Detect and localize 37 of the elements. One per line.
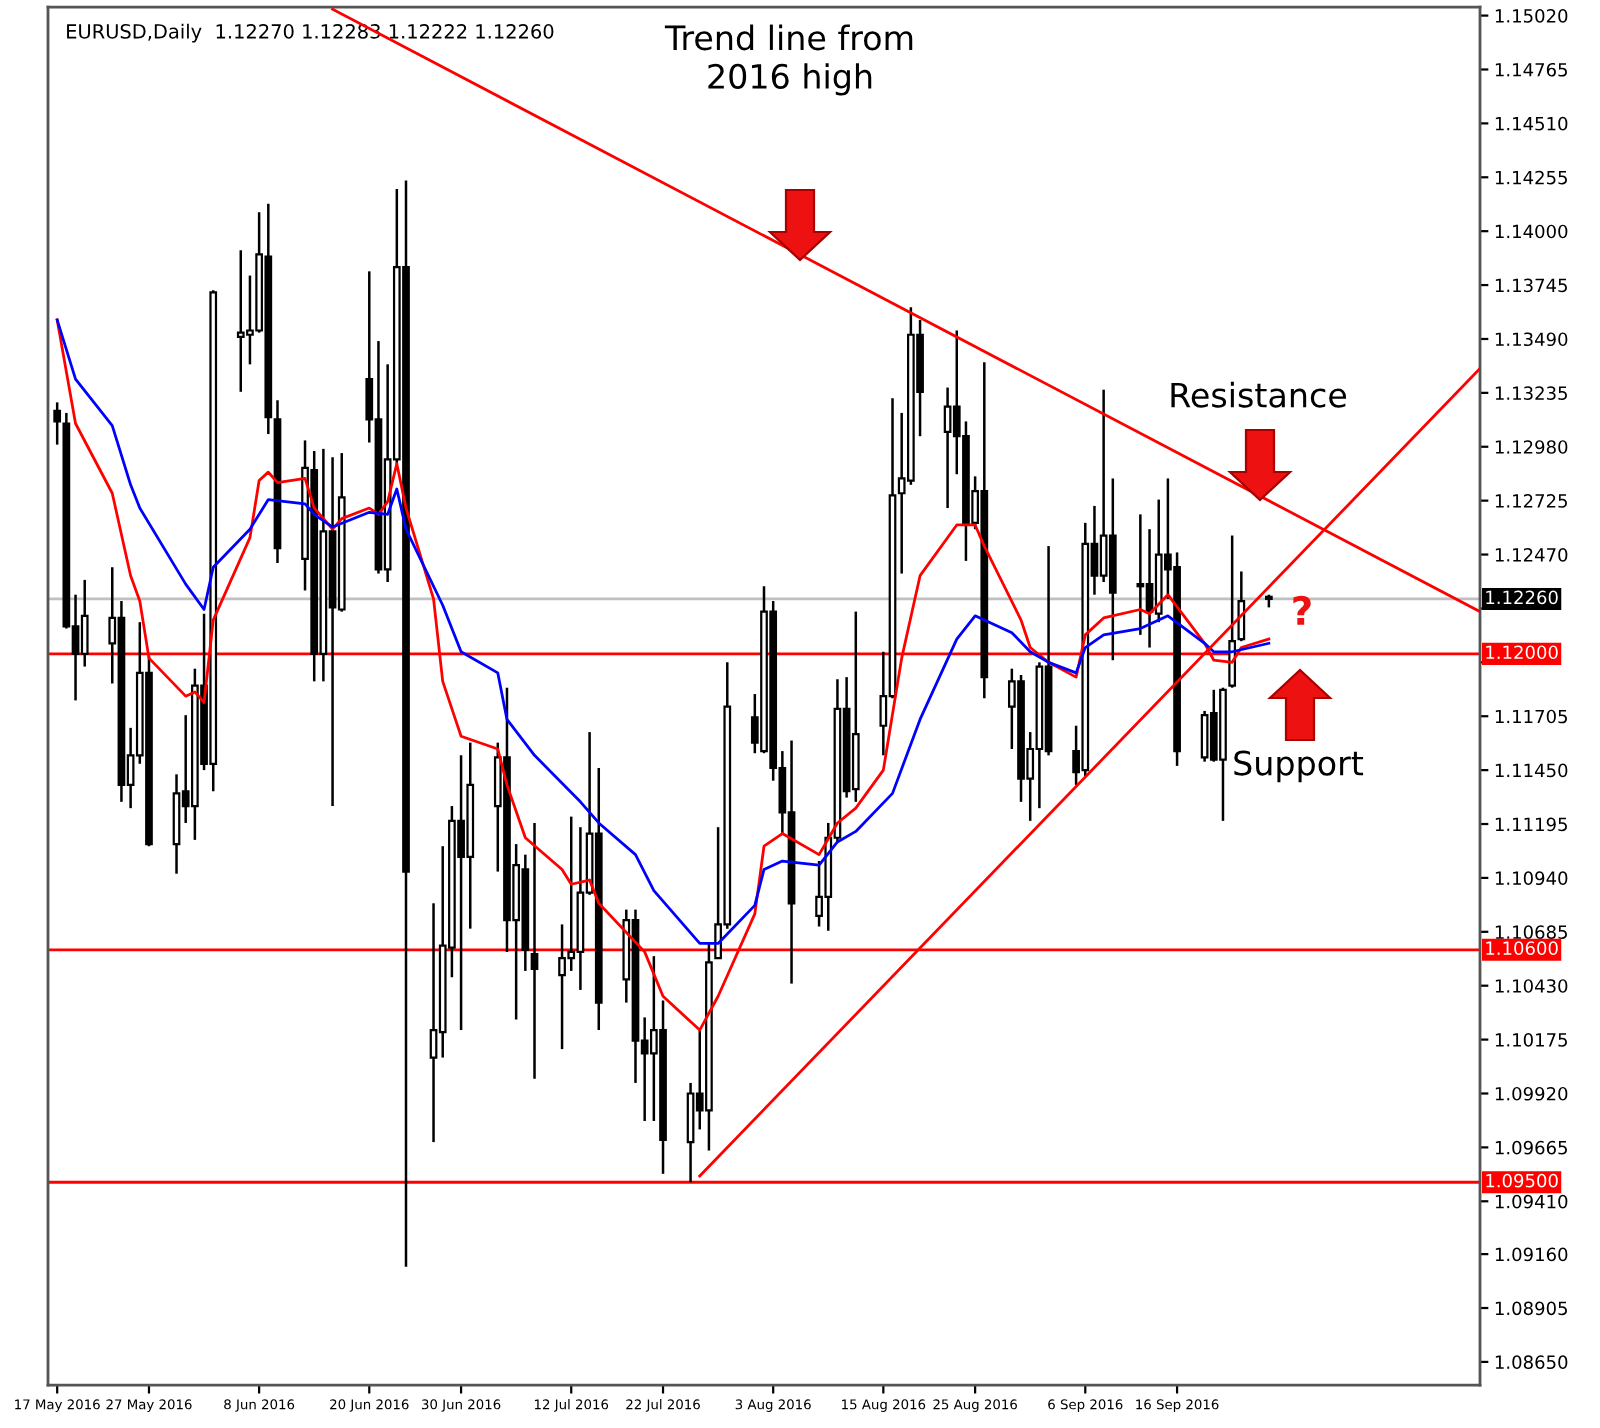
y-tick-label: 1.15020 [1495,9,1568,23]
y-tick-label: 1.11705 [1495,709,1567,724]
y-tick-label: 1.12725 [1495,494,1567,508]
candlestick [1136,513,1145,637]
y-tick-label: 1.09665 [1495,1140,1567,1155]
y-tick-label: 1.14510 [1495,116,1568,131]
annotation: Support [1234,750,1364,783]
y-tick-label: 1.09410 [1495,1194,1568,1209]
y-tick-label: 1.10175 [1495,1033,1567,1047]
candlestick [530,821,539,1080]
ref-line-label: 1.12260 [1486,590,1558,605]
candlestick [1237,570,1246,643]
y-tick-label: 1.11450 [1495,763,1568,778]
y-tick-label: 1.13745 [1495,278,1567,293]
y-tick-label: 1.10430 [1495,979,1568,993]
y-tick-label: 1.12980 [1495,440,1568,454]
y-tick-label: 1.14255 [1495,170,1567,185]
y-tick-label: 1.12470 [1495,548,1568,562]
y-tick-label: 1.09920 [1495,1086,1568,1101]
y-tick-label: 1.11195 [1495,817,1567,832]
y-tick-label: 1.13490 [1495,332,1568,347]
y-tick-label: 1.10685 [1495,925,1567,939]
y-tick-label: 1.10940 [1495,871,1568,886]
ref-line-label: 1.12000 [1486,645,1558,660]
y-tick-label: 1.14000 [1495,224,1568,239]
y-tick-label: 1.08905 [1495,1301,1567,1316]
candlestick [1228,534,1237,689]
ref-line-label: 1.09500 [1486,1173,1558,1188]
candlestick [80,578,89,668]
y-tick-label: 1.09160 [1495,1247,1568,1262]
ref-line-label: 1.10600 [1486,941,1558,956]
y-tick-label: 1.14765 [1495,62,1567,77]
y-tick-label: 1.08650 [1495,1355,1568,1370]
annotation: Resistance [1171,381,1347,408]
annotation: ? [1293,595,1311,625]
annotation: Trend line from 2016 high [664,24,913,96]
y-tick-label: 1.13235 [1495,386,1567,400]
